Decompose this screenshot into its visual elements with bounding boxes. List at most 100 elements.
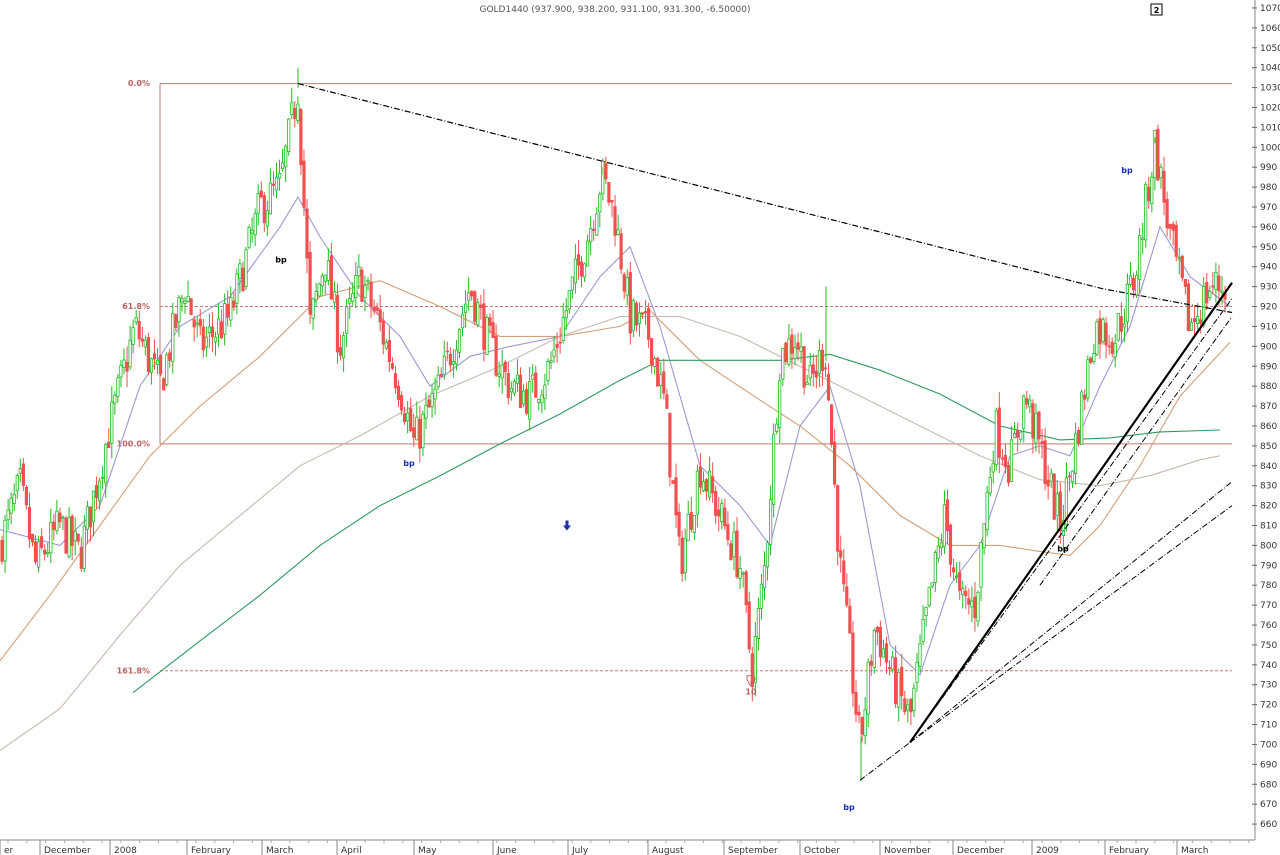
candle-up [357,266,361,277]
trendline[interactable] [859,742,911,781]
fibonacci-levels: 0.0% 61.8% 100.0% 161.8% [117,79,1232,675]
candle-up [765,542,770,568]
candle-down [610,200,614,203]
candle-up [460,313,465,329]
month-label: November [884,846,931,855]
candle-up [695,470,700,515]
candle-up [586,240,590,267]
candle-down [140,338,144,342]
candle-down [1000,457,1005,460]
window-badge-box[interactable] [1150,3,1163,16]
candle-down [1211,285,1215,288]
trendline[interactable] [1039,316,1233,586]
candle-up [436,374,440,388]
candle-up [229,296,233,321]
candle-down [634,302,639,326]
candle-down [967,598,971,605]
candle-up [906,704,910,711]
candle-down [1052,473,1056,520]
month-label: December [957,846,1004,855]
candle-down [656,357,660,387]
candle-up [570,276,575,291]
fib-level-label: 61.8% [122,302,150,311]
candle-down [1104,322,1108,346]
candle-up [314,291,318,301]
candle-up [351,293,355,302]
candle-up [317,283,321,297]
candle-up [348,298,352,304]
candle-down [1043,440,1047,484]
candle-up [653,358,657,368]
candle-down [390,363,395,369]
candle-down [1186,283,1190,331]
candle-up [595,213,599,236]
candle-down [158,355,163,375]
candle-down [1037,411,1041,440]
candle-up [143,339,147,348]
trendline[interactable] [297,83,1233,314]
candle-up [18,468,22,474]
candle-down [811,364,815,374]
candle-down [308,251,312,315]
candle-up [546,360,550,382]
candle-up [1128,275,1133,285]
candle-down [226,303,230,318]
candle-up [1208,291,1212,298]
price-tick-label: 790 [1260,561,1277,571]
trendline[interactable] [909,505,1233,743]
candle-down [210,326,215,338]
candle-down [369,281,373,307]
candle-up [280,162,285,170]
month-label: August [652,846,684,855]
candle-up [512,380,517,394]
candle-down [1107,345,1111,348]
candle-up [1202,286,1206,326]
candle-down [491,322,495,339]
candle-down [58,512,62,523]
trendline[interactable] [909,481,1233,743]
candle-up [515,374,520,384]
trendline[interactable] [909,282,1233,744]
candle-up [46,551,50,554]
candle-down [40,536,44,548]
candle-up [134,316,138,323]
candle-up [1150,176,1154,205]
candle-up [55,510,59,532]
candle-up [930,582,934,587]
moving-average-line [132,353,1221,694]
candle-down [525,389,529,414]
price-tick-label: 1030 [1260,84,1280,94]
candle-down [860,716,864,735]
moving-average-line [0,280,1231,662]
candle-down [558,341,562,344]
candle-down [1046,479,1050,487]
candle-up [430,393,434,408]
candle-up [1144,183,1148,241]
candle-up [1074,433,1078,474]
candle-up [216,318,221,335]
candle-down [24,486,29,506]
candle-up [976,591,980,622]
candle-up [82,525,86,569]
month-label: June [496,846,517,855]
candle-down [607,182,611,203]
candle-down [1183,278,1187,287]
candle-up [463,303,468,314]
candle-up [323,274,327,282]
candle-up [1049,472,1053,482]
candle-up [625,277,629,296]
trendline[interactable] [909,298,1233,743]
candle-up [1141,237,1145,240]
candle-up [1013,433,1017,439]
candle-up [116,377,120,397]
candle-down [418,419,422,449]
candle-up [98,480,102,502]
candle-up [247,226,251,248]
candle-up [991,462,995,473]
candle-up [961,588,965,595]
candle-up [345,306,349,334]
candle-down [714,490,718,516]
candle-up [549,360,553,363]
